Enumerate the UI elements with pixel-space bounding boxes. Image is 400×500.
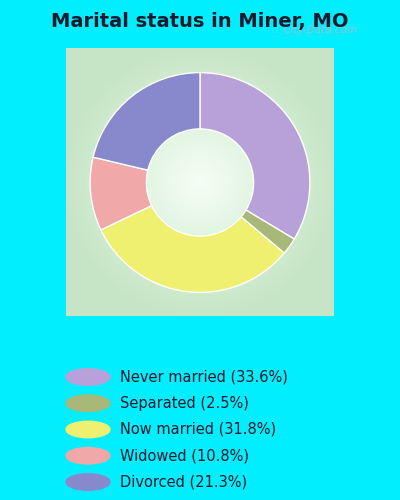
- Wedge shape: [93, 72, 200, 170]
- Text: Divorced (21.3%): Divorced (21.3%): [120, 474, 247, 490]
- Wedge shape: [101, 206, 284, 292]
- Circle shape: [66, 474, 110, 490]
- Circle shape: [66, 369, 110, 385]
- Text: Separated (2.5%): Separated (2.5%): [120, 396, 249, 411]
- Text: City-Data.com: City-Data.com: [283, 25, 358, 35]
- Circle shape: [66, 448, 110, 464]
- Text: Marital status in Miner, MO: Marital status in Miner, MO: [51, 12, 349, 32]
- Text: Never married (33.6%): Never married (33.6%): [120, 370, 288, 384]
- Text: Widowed (10.8%): Widowed (10.8%): [120, 448, 249, 463]
- Circle shape: [66, 395, 110, 411]
- Wedge shape: [200, 72, 310, 239]
- Wedge shape: [90, 157, 152, 230]
- Circle shape: [66, 421, 110, 438]
- Text: Now married (31.8%): Now married (31.8%): [120, 422, 276, 437]
- Wedge shape: [241, 210, 294, 253]
